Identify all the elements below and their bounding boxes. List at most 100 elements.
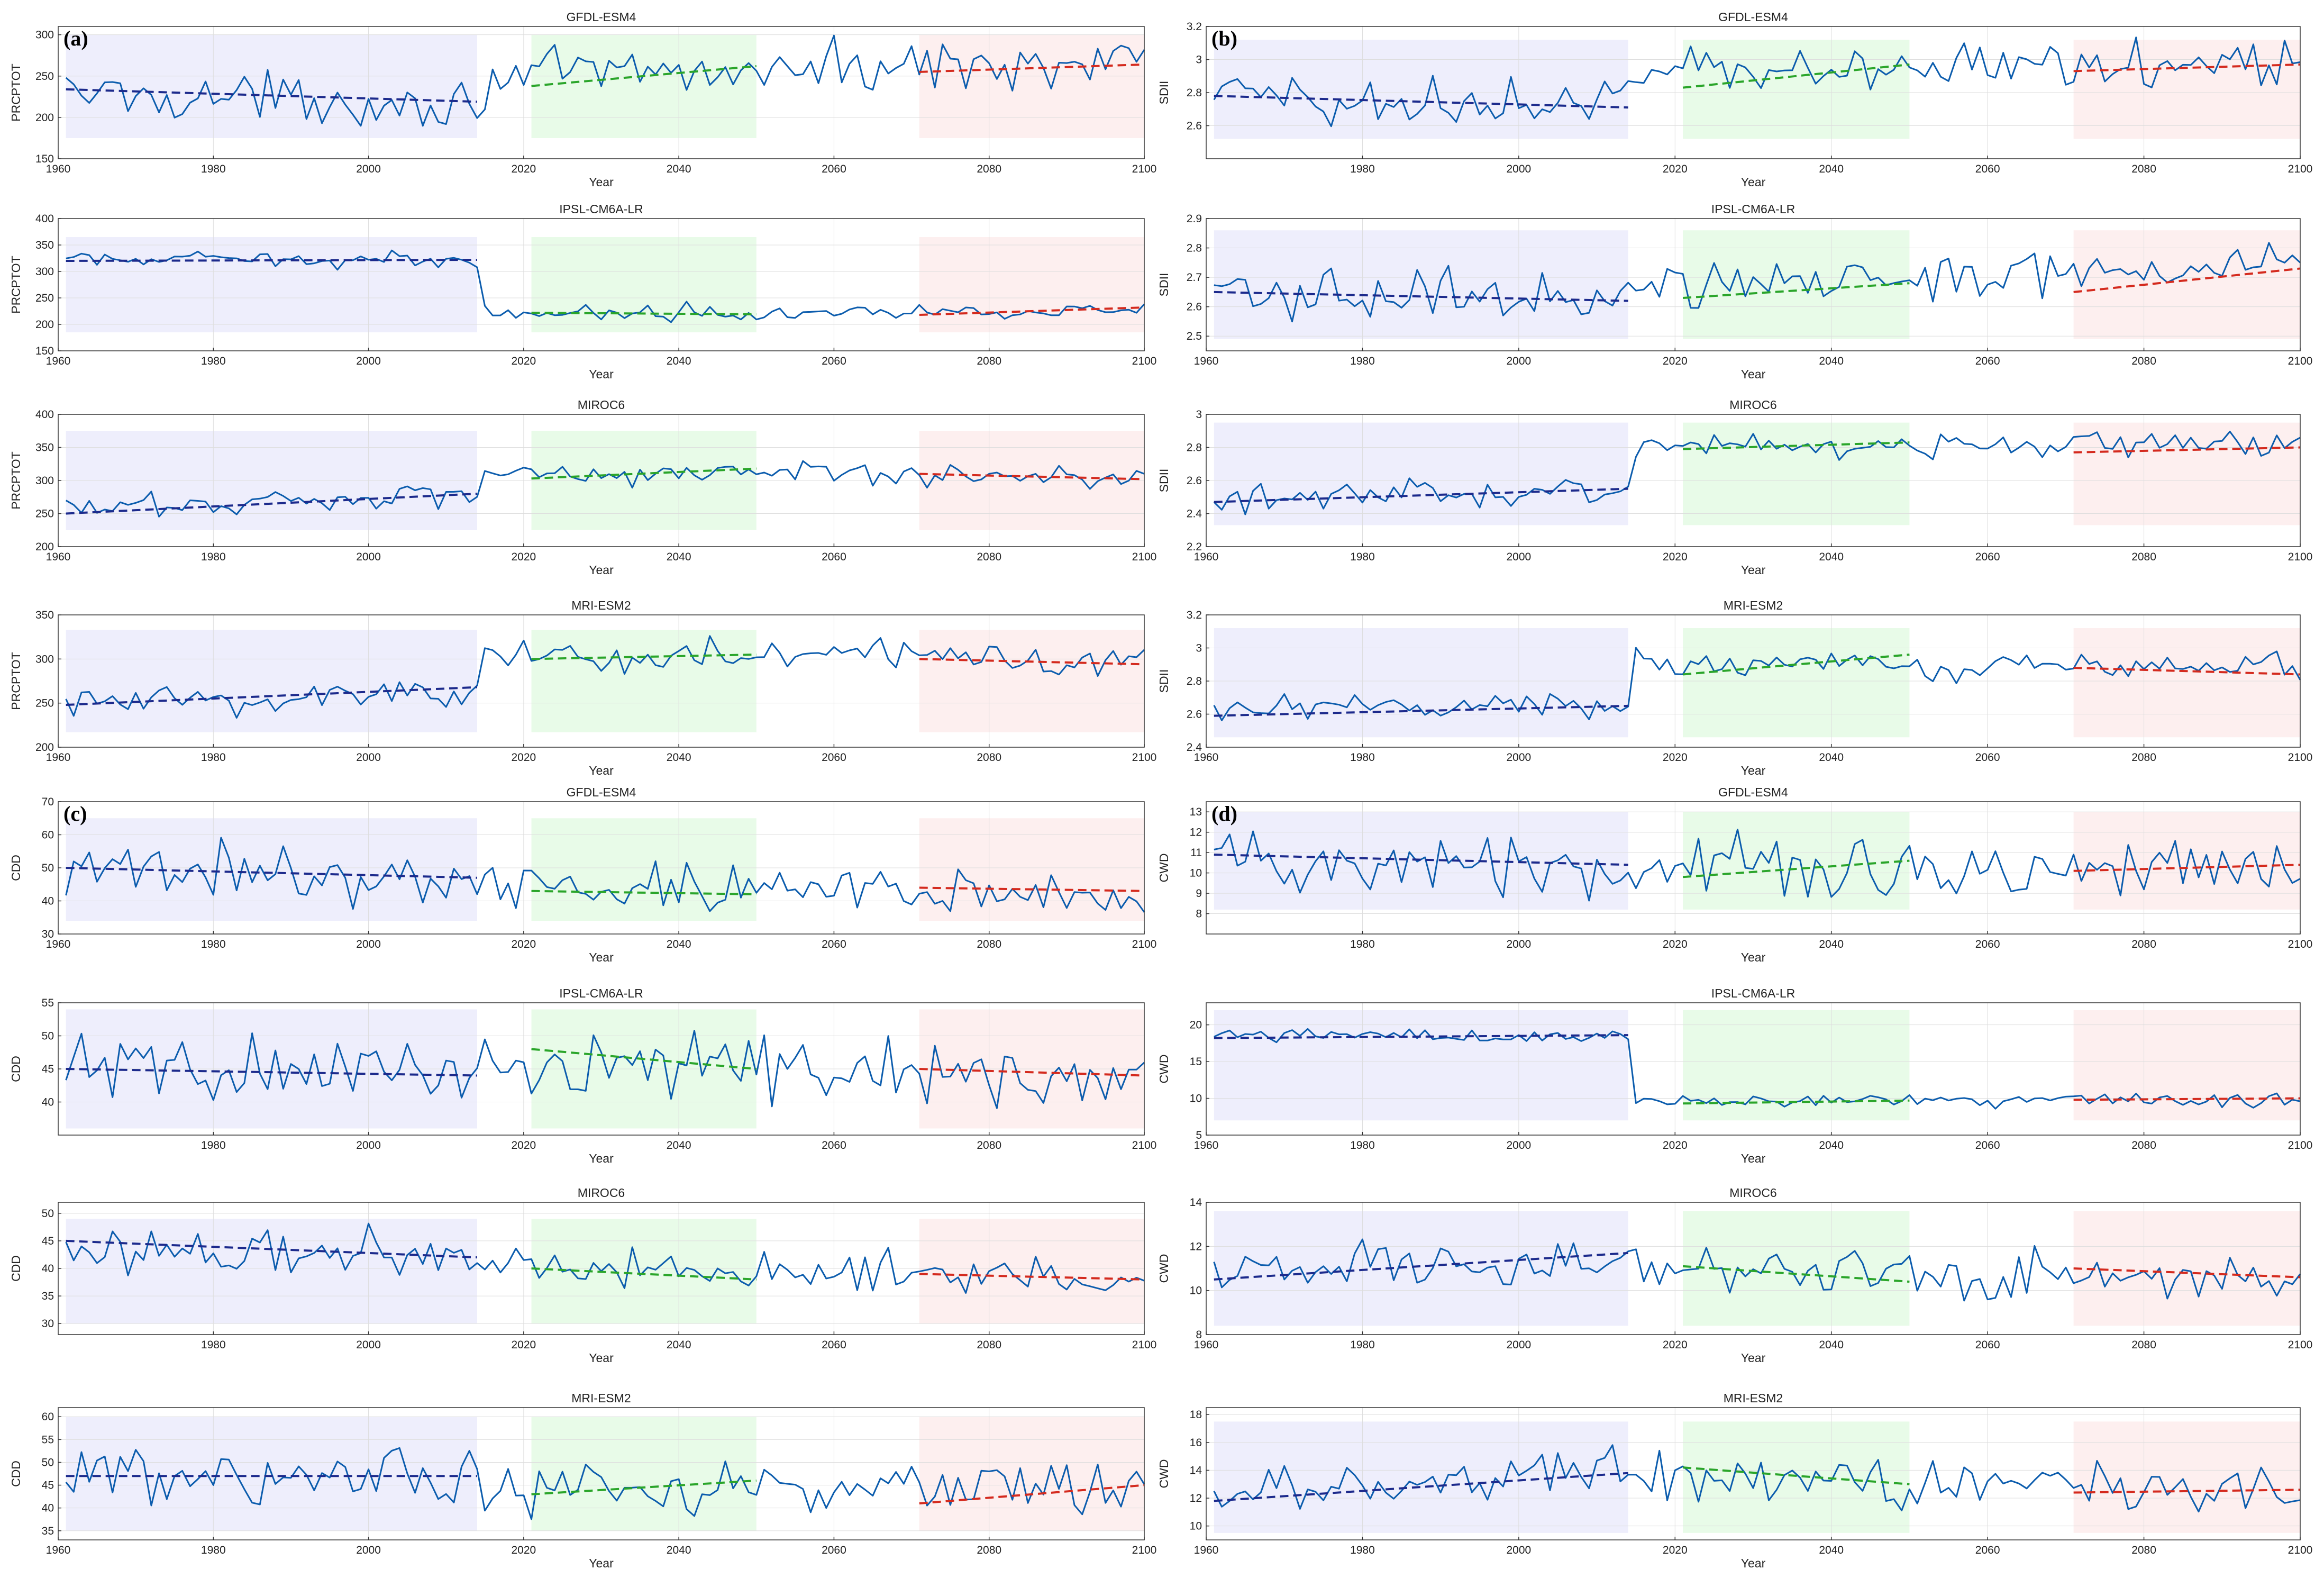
y-tick-label: 400: [35, 213, 54, 225]
y-tick-label: 60: [42, 829, 54, 841]
x-tick-label: 2100: [1132, 1139, 1157, 1151]
x-tick-label: 2000: [356, 163, 381, 175]
chart-panel-a2: 1960 1980 2000 2020 2040 2060 2080 2100 150 200 25…: [9, 202, 1156, 381]
historical-period-shade: [1214, 422, 1628, 525]
y-tick-label: 350: [35, 609, 54, 621]
near-future-shade: [531, 1417, 757, 1531]
near-future-trend-line: [1682, 441, 1910, 450]
x-tick-label: 1960: [1194, 1139, 1219, 1151]
x-tick-label: 2040: [1819, 355, 1844, 367]
y-tick-label: 2.5: [1187, 330, 1202, 342]
y-tick-label: 45: [42, 1235, 54, 1247]
x-axis-label: Year: [589, 175, 614, 189]
y-tick-label: 18: [1190, 1409, 1202, 1421]
x-tick-label: 2040: [1819, 551, 1844, 563]
near-future-trend-line: [531, 1048, 757, 1070]
x-tick-label: 1980: [201, 355, 226, 367]
y-tick-label: 3.2: [1187, 21, 1202, 33]
x-axis-label: Year: [1741, 1351, 1766, 1365]
x-tick-label: 1980: [1350, 1139, 1375, 1151]
x-tick-label: 2060: [822, 751, 846, 764]
historical-period-shade: [66, 818, 477, 921]
far-future-shade: [2073, 812, 2300, 910]
y-tick-label: 2.4: [1187, 508, 1202, 520]
historical-trend-line: [66, 1068, 477, 1077]
x-tick-label: 2040: [667, 938, 691, 950]
chart-panel-d2: 1960 1980 2000 2020 2040 2060 2080 2100 5 10 15 20 I…: [1157, 986, 2312, 1165]
y-tick-label: 40: [42, 1502, 54, 1514]
y-tick-label: 250: [35, 292, 54, 304]
x-tick-label: 1980: [1350, 163, 1375, 175]
y-axis-label: CDD: [9, 1461, 23, 1487]
y-tick-label: 12: [1190, 1492, 1202, 1504]
x-tick-label: 1960: [1194, 1339, 1219, 1351]
chart-title: IPSL-CM6A-LR: [559, 202, 643, 216]
y-axis-label: PRCPTOT: [9, 256, 23, 313]
y-axis-label: PRCPTOT: [9, 451, 23, 509]
y-tick-label: 250: [35, 70, 54, 83]
x-tick-label: 2080: [977, 1339, 1001, 1351]
y-tick-label: 10: [1190, 1285, 1202, 1297]
x-axis-label: Year: [1741, 1151, 1766, 1165]
historical-trend-line: [1214, 1472, 1628, 1502]
y-tick-label: 2.9: [1187, 213, 1202, 225]
x-tick-label: 2100: [1132, 551, 1157, 563]
annual-series-line: [1213, 647, 2301, 721]
x-tick-label: 2040: [1819, 1139, 1844, 1151]
near-future-trend-line: [1682, 282, 1910, 299]
y-tick-label: 150: [35, 345, 54, 357]
historical-trend-line: [1214, 1034, 1628, 1039]
far-future-trend-line: [919, 473, 1145, 480]
x-tick-label: 2000: [356, 355, 381, 367]
far-future-shade: [2073, 230, 2300, 339]
chart-title: MIROC6: [1729, 1186, 1776, 1200]
near-future-trend-line: [1682, 654, 1910, 676]
x-tick-label: 1960: [1194, 1544, 1219, 1556]
near-future-shade: [1683, 628, 1910, 738]
y-tick-label: 2.8: [1187, 442, 1202, 454]
axes-frame: [58, 26, 1145, 159]
x-tick-label: 2020: [511, 938, 536, 950]
x-tick-label: 2000: [356, 1544, 381, 1556]
x-tick-label: 2100: [2288, 551, 2313, 563]
axes-frame: [1206, 1202, 2301, 1335]
y-axis-label: SDII: [1157, 469, 1171, 493]
y-tick-label: 3: [1196, 409, 1202, 421]
y-tick-label: 12: [1190, 827, 1202, 839]
x-tick-label: 1980: [1350, 938, 1375, 950]
y-tick-label: 20: [1190, 1019, 1202, 1031]
near-future-shade: [1683, 1421, 1910, 1533]
x-tick-label: 2060: [1975, 1339, 2000, 1351]
chart-panel-b3: 1960 1980 2000 2020 2040 2060 2080 2100 2.2 2.4 2.…: [1157, 398, 2312, 577]
y-axis-label: CDD: [9, 855, 23, 881]
far-future-shade: [919, 630, 1144, 732]
y-tick-label: 350: [35, 239, 54, 251]
x-tick-label: 2080: [977, 355, 1001, 367]
far-future-shade: [2073, 422, 2300, 525]
far-future-trend-line: [2073, 267, 2301, 293]
x-tick-label: 2000: [1506, 938, 1531, 950]
chart-title: MRI-ESM2: [1724, 598, 1783, 612]
near-future-shade: [1683, 40, 1910, 139]
historical-trend-line: [66, 259, 477, 262]
y-tick-label: 3.2: [1187, 609, 1202, 621]
x-tick-label: 2080: [977, 1139, 1001, 1151]
y-tick-label: 13: [1190, 806, 1202, 818]
far-future-trend-line: [2073, 1097, 2301, 1101]
x-tick-label: 2080: [2131, 551, 2156, 563]
far-future-trend-line: [919, 1068, 1145, 1077]
x-tick-label: 2040: [1819, 1544, 1844, 1556]
y-tick-label: 200: [35, 541, 54, 553]
annual-series-line: [65, 635, 1145, 719]
y-tick-label: 50: [42, 1208, 54, 1220]
historical-trend-line: [66, 493, 477, 515]
y-tick-label: 2.6: [1187, 475, 1202, 487]
historical-period-shade: [66, 630, 477, 732]
y-tick-label: 45: [42, 1480, 54, 1492]
far-future-trend-line: [2073, 864, 2301, 872]
x-tick-label: 2040: [667, 163, 691, 175]
y-tick-label: 300: [35, 653, 54, 665]
x-axis-label: Year: [589, 764, 614, 777]
y-tick-label: 3: [1196, 54, 1202, 66]
y-axis-label: CWD: [1157, 1254, 1171, 1283]
